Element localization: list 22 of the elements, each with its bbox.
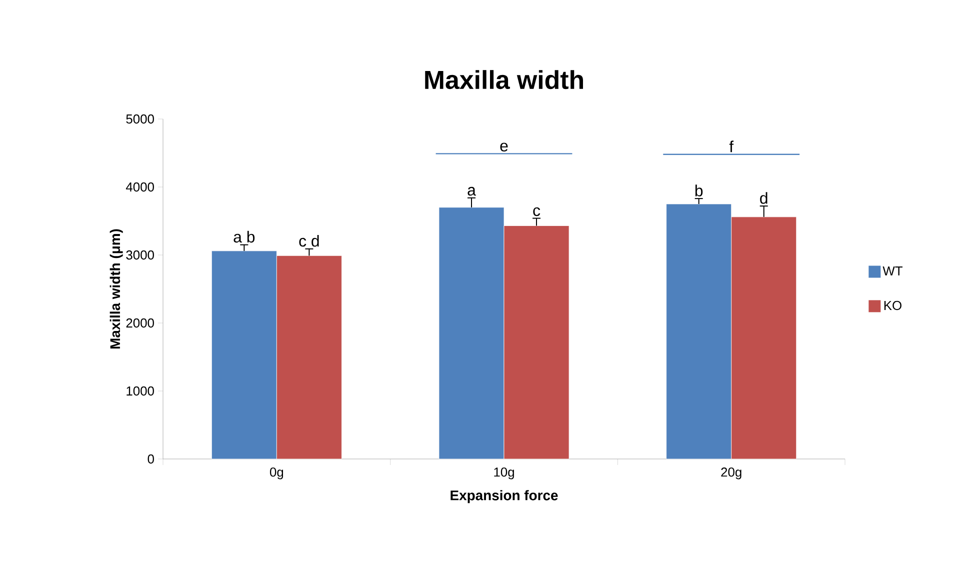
x-tick-label: 20g (721, 468, 742, 480)
y-tick-label: 0 (148, 454, 154, 464)
data-label: c d (299, 234, 319, 247)
data-label: a (468, 186, 476, 196)
y-axis-title: Maxilla width (μm) (110, 229, 123, 348)
data-label: b (695, 184, 703, 196)
legend-label: KO (884, 300, 902, 310)
data-label: c (533, 207, 540, 216)
y-tick-label: 4000 (126, 182, 154, 192)
chart-title: Maxilla width (425, 70, 583, 90)
x-axis-title: Expansion force (450, 490, 558, 504)
x-tick-label: 0g (270, 468, 284, 480)
annotation: f (729, 140, 734, 152)
x-tick-label: 10g (494, 468, 514, 480)
y-tick-label: 5000 (126, 114, 154, 124)
y-tick-label: 3000 (126, 250, 154, 260)
annotation: e (500, 142, 508, 152)
data-label: a b (234, 230, 255, 243)
data-label: d (760, 192, 768, 204)
legend-label: WT (882, 266, 902, 276)
y-tick-label: 2000 (126, 318, 154, 328)
y-tick-label: 1000 (126, 386, 154, 396)
